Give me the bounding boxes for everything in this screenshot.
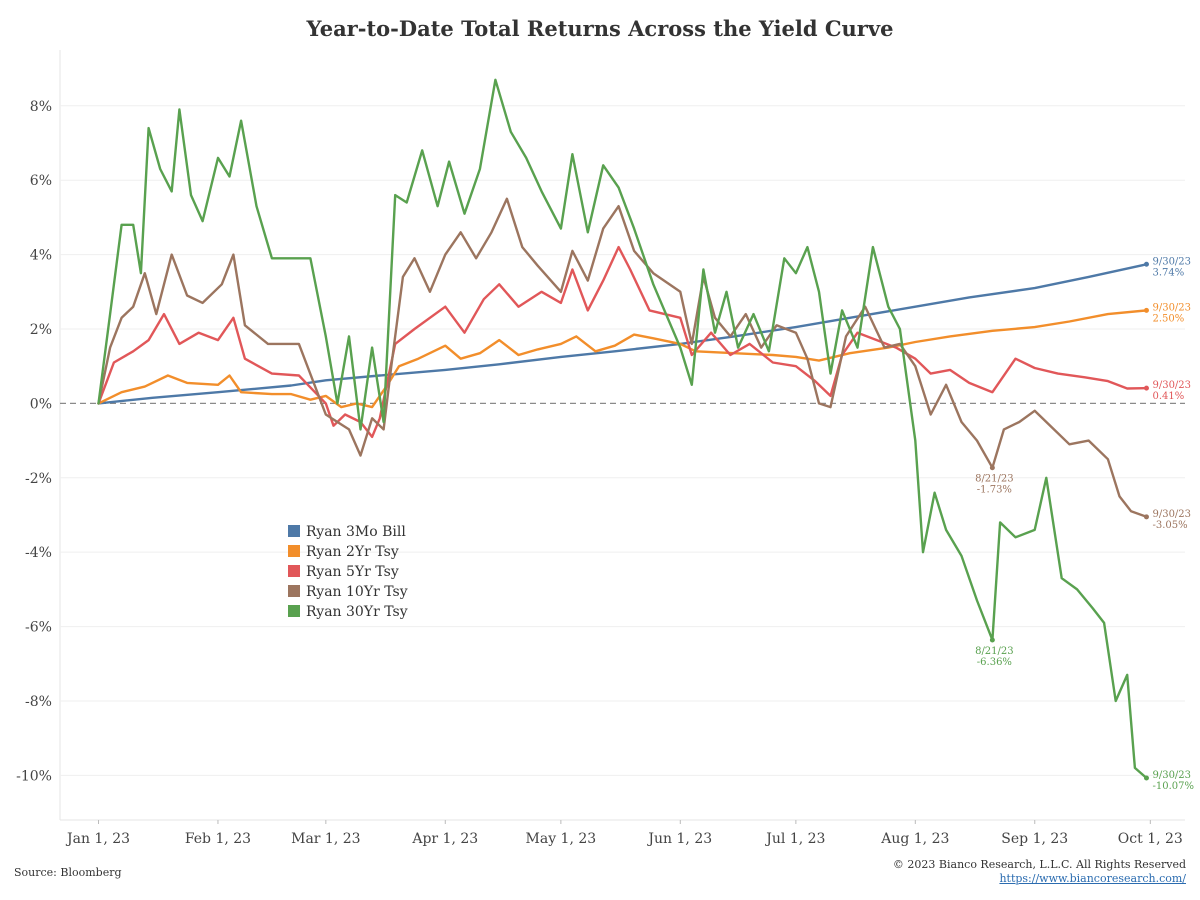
grid-lines [59, 50, 1185, 821]
y-tick-label: 6% [30, 173, 52, 189]
annotation-date: 8/21/23 [975, 646, 1014, 657]
legend-label: Ryan 3Mo Bill [306, 524, 406, 540]
legend-label: Ryan 30Yr Tsy [306, 604, 408, 620]
y-tick-label: -6% [25, 620, 52, 636]
annotation-value: -1.73% [977, 485, 1012, 496]
series-line-ryan-2yr-tsy [97, 309, 1148, 409]
axes: 8% 6% 4% 2% 0% -2% -4% -6% -8% -10% Jan 1, 23 Feb 1… [16, 99, 1183, 847]
series-lines [97, 78, 1148, 780]
annotation-date: 9/30/23 [1152, 509, 1191, 520]
annotation-date: 8/21/23 [975, 474, 1014, 485]
annotation-value: 3.74% [1152, 267, 1184, 278]
annotation-point [1143, 514, 1149, 520]
legend-swatch [288, 565, 300, 577]
annotation-value: -6.36% [977, 657, 1012, 668]
x-tick-label: Sep 1, 23 [1001, 831, 1068, 847]
website-link[interactable]: https://www.biancoresearch.com/ [999, 872, 1186, 885]
y-tick-label: -4% [25, 545, 52, 561]
legend-label: Ryan 2Yr Tsy [306, 544, 399, 560]
annotation-value: -10.07% [1152, 781, 1194, 792]
x-tick-label: Aug 1, 23 [880, 831, 949, 847]
legend-swatch [288, 605, 300, 617]
legend-label: Ryan 10Yr Tsy [306, 584, 408, 600]
y-tick-label: -2% [25, 471, 52, 487]
copyright-note: © 2023 Bianco Research, L.L.C. All Right… [892, 858, 1186, 871]
series-line-ryan-30yr-tsy [97, 78, 1148, 780]
annotation-date: 9/30/23 [1152, 380, 1191, 391]
x-tick-label: Oct 1, 23 [1118, 831, 1183, 847]
annotations: 9/30/233.74%9/30/232.50%9/30/230.41%8/21… [975, 256, 1194, 792]
annotation-date: 9/30/23 [1152, 256, 1191, 267]
annotation-value: -3.05% [1152, 520, 1187, 531]
annotation-point [1143, 385, 1149, 391]
annotation-point [1143, 307, 1149, 313]
x-tick-label: Mar 1, 23 [291, 831, 360, 847]
legend-swatch [288, 585, 300, 597]
annotation-value: 0.41% [1152, 391, 1184, 402]
annotation-point [1143, 261, 1149, 267]
annotation-value: 2.50% [1152, 313, 1184, 324]
x-tick-label: Apr 1, 23 [411, 831, 478, 847]
x-tick-label: May 1, 23 [526, 831, 597, 847]
x-tick-label: Jan 1, 23 [65, 831, 130, 847]
y-tick-label: 2% [30, 322, 52, 338]
y-tick-label: 8% [30, 99, 52, 115]
annotation-date: 9/30/23 [1152, 302, 1191, 313]
source-note: Source: Bloomberg [14, 866, 122, 879]
y-tick-label: 4% [30, 248, 52, 264]
y-tick-label: 0% [30, 396, 52, 412]
chart-title: Year-to-Date Total Returns Across the Yi… [306, 16, 894, 41]
annotation-date: 9/30/23 [1152, 770, 1191, 781]
series-line-ryan-3mo-bill [97, 263, 1148, 405]
series-line-ryan-10yr-tsy [97, 197, 1148, 518]
x-tick-label: Jun 1, 23 [646, 831, 712, 847]
annotation-point [1143, 775, 1149, 781]
legend-swatch [288, 545, 300, 557]
x-tick-label: Feb 1, 23 [185, 831, 251, 847]
series-line-ryan-5yr-tsy [97, 245, 1148, 439]
legend: Ryan 3Mo Bill Ryan 2Yr Tsy Ryan 5Yr Tsy Rya… [288, 524, 408, 620]
x-tick-label: Jul 1, 23 [764, 831, 825, 847]
y-tick-label: -10% [16, 768, 52, 784]
y-tick-label: -8% [25, 694, 52, 710]
legend-swatch [288, 525, 300, 537]
annotation-point [989, 637, 995, 643]
annotation-point [989, 465, 995, 471]
legend-label: Ryan 5Yr Tsy [306, 564, 399, 580]
